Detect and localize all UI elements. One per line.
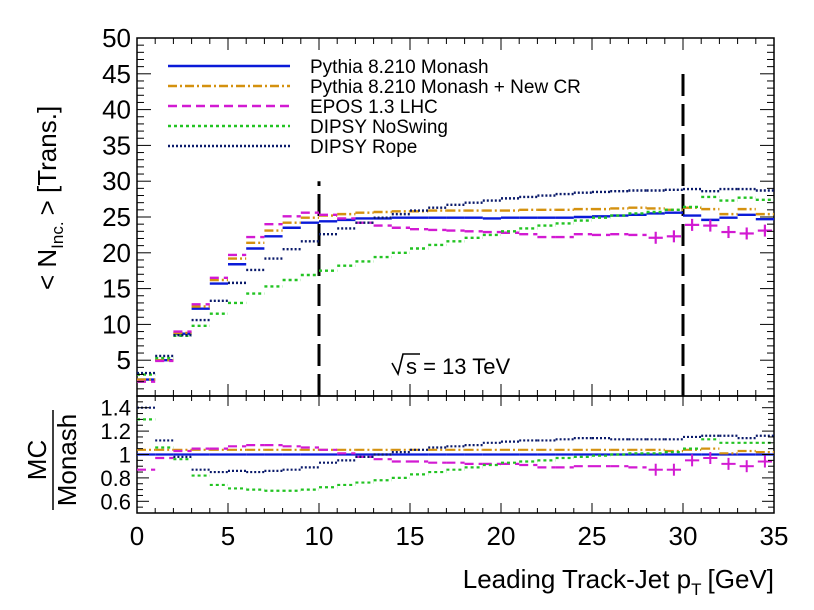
main-ylabel-sub: Inc. (48, 221, 67, 248)
main-series-group (137, 187, 774, 383)
energy-annotation-text: s = 13 TeV (406, 354, 510, 379)
x-tick-label: 15 (396, 521, 425, 551)
ratio-y-axis-title: MC Monash (22, 410, 82, 510)
svg-text:< NInc.> [Trans.]: < NInc. > [Trans.] (32, 106, 67, 290)
ratio-y-tick-label: 1.2 (100, 419, 131, 444)
x-tick-label: 10 (305, 521, 334, 551)
ratio-y-tick-label: 0.6 (100, 489, 131, 514)
main-y-tick-label: 50 (102, 23, 131, 53)
x-tick-label: 30 (669, 521, 698, 551)
legend-label-1: Pythia 8.210 Monash + New CR (310, 77, 581, 98)
ratio-series-group (137, 406, 774, 492)
sqrt-symbol-icon (391, 353, 420, 377)
x-tick-label: 5 (221, 521, 235, 551)
main-y-tick-label: 5 (117, 345, 131, 375)
main-y-tick-label: 15 (102, 274, 131, 304)
x-title-main: Leading Track-Jet p (463, 564, 691, 594)
main-ylabel-suffix: > [Trans.] (32, 106, 62, 216)
main-y-tick-label: 35 (102, 130, 131, 160)
ratio-y-tick-label: 1.4 (100, 396, 131, 421)
ratio-y-tick-label: 0.8 (100, 466, 131, 491)
x-tick-label: 0 (130, 521, 144, 551)
main-y-tick-label: 45 (102, 59, 131, 89)
legend-label-2: EPOS 1.3 LHC (310, 97, 438, 118)
energy-annotation: s = 13 TeV (391, 353, 510, 379)
x-tick-label: 25 (578, 521, 607, 551)
main-y-tick-label: 20 (102, 238, 131, 268)
main-y-tick-label: 25 (102, 202, 131, 232)
x-axis-title: Leading Track-Jet pT [GeV] (463, 564, 774, 599)
cut-lines (317, 73, 685, 396)
ratio-ylabel-num: MC (22, 440, 52, 480)
x-tick-label: 35 (760, 521, 789, 551)
legend-label-0: Pythia 8.210 Monash (310, 57, 489, 78)
x-title-sub: T (691, 580, 701, 599)
main-y-tick-label: 30 (102, 166, 131, 196)
x-title-unit: [GeV] (708, 564, 774, 594)
legend-label-4: DIPSY Rope (310, 137, 417, 158)
ratio-y-tick-label: 1 (119, 443, 131, 468)
legend-label-3: DIPSY NoSwing (310, 117, 448, 138)
x-tick-label: 20 (487, 521, 516, 551)
main-y-tick-label: 40 (102, 95, 131, 125)
axes-group: 0 5 10 15 20 25 30 3551015202530354045500.60.81… (100, 23, 788, 551)
main-y-tick-label: 10 (102, 309, 131, 339)
main-ylabel-prefix: < N (32, 249, 62, 290)
ratio-ylabel-den: Monash (52, 414, 82, 507)
main-y-axis-title: < NInc. > [Trans.] (32, 106, 67, 290)
